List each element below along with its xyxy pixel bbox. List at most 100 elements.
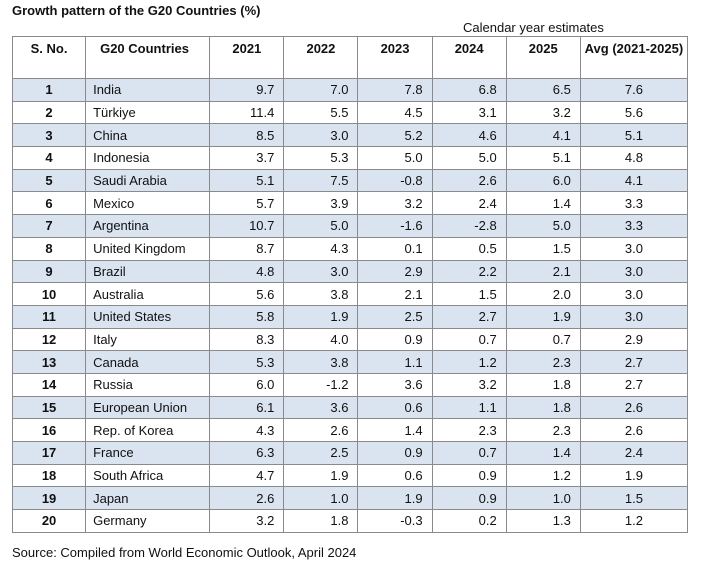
- sno-cell: 17: [11, 441, 87, 465]
- value-2022-cell: 7.0: [283, 78, 359, 102]
- average-cell: 1.9: [579, 463, 689, 488]
- sno-cell: 20: [11, 509, 87, 533]
- average-cell: 4.8: [579, 146, 689, 170]
- value-2023-cell: -0.3: [357, 509, 433, 533]
- value-2022-cell: 2.6: [283, 418, 359, 442]
- value-2023-cell: 2.5: [357, 304, 433, 329]
- header-2023: 2023: [357, 36, 433, 79]
- header-2022: 2022: [283, 36, 359, 79]
- average-cell: 3.0: [579, 304, 689, 329]
- value-2025-cell: 1.2: [505, 463, 581, 488]
- average-cell: 2.7: [579, 372, 689, 397]
- value-2025-cell: 1.8: [505, 395, 581, 420]
- table-row: 14 Russia 6.0 -1.2 3.6 3.2 1.8 2.7: [11, 372, 689, 397]
- value-2023-cell: 0.6: [357, 463, 433, 488]
- average-cell: 7.6: [579, 78, 689, 102]
- value-2025-cell: 2.1: [505, 259, 581, 284]
- average-cell: 5.6: [579, 100, 689, 125]
- value-2025-cell: 1.3: [505, 509, 581, 533]
- value-2021-cell: 9.7: [209, 78, 285, 102]
- table-row: 20 Germany 3.2 1.8 -0.3 0.2 1.3 1.2: [11, 509, 689, 533]
- value-2023-cell: 0.1: [357, 236, 433, 261]
- value-2025-cell: 1.4: [505, 441, 581, 465]
- country-cell: France: [85, 441, 211, 465]
- header-sno: S. No.: [11, 36, 87, 79]
- average-cell: 1.2: [579, 509, 689, 533]
- value-2025-cell: 1.8: [505, 372, 581, 397]
- table-row: 15 European Union 6.1 3.6 0.6 1.1 1.8 2.6: [11, 395, 689, 420]
- table-body: 1 India 9.7 7.0 7.8 6.8 6.5 7.6 2 Türkiye 11.4 5.5 4…: [11, 78, 689, 533]
- table-row: 3 China 8.5 3.0 5.2 4.6 4.1 5.1: [11, 123, 689, 148]
- sno-cell: 5: [11, 168, 87, 193]
- value-2021-cell: 10.7: [209, 214, 285, 238]
- value-2022-cell: 3.8: [283, 282, 359, 306]
- value-2023-cell: 0.9: [357, 441, 433, 465]
- value-2021-cell: 4.3: [209, 418, 285, 442]
- value-2024-cell: 0.7: [431, 441, 507, 465]
- value-2024-cell: 1.1: [431, 395, 507, 420]
- value-2024-cell: 2.7: [431, 304, 507, 329]
- sno-cell: 11: [11, 304, 87, 329]
- value-2024-cell: 5.0: [431, 146, 507, 170]
- value-2021-cell: 4.8: [209, 259, 285, 284]
- value-2021-cell: 5.1: [209, 168, 285, 193]
- value-2023-cell: 1.1: [357, 350, 433, 374]
- country-cell: Italy: [85, 327, 211, 352]
- header-row: S. No. G20 Countries 2021 2022 2023 2024…: [11, 36, 689, 79]
- country-cell: Argentina: [85, 214, 211, 238]
- value-2025-cell: 1.9: [505, 304, 581, 329]
- value-2021-cell: 5.8: [209, 304, 285, 329]
- value-2024-cell: 3.2: [431, 372, 507, 397]
- table-row: 19 Japan 2.6 1.0 1.9 0.9 1.0 1.5: [11, 486, 689, 511]
- table-title: Growth pattern of the G20 Countries (%): [12, 3, 261, 18]
- value-2025-cell: 6.0: [505, 168, 581, 193]
- value-2022-cell: 3.9: [283, 191, 359, 216]
- average-cell: 3.0: [579, 259, 689, 284]
- average-cell: 4.1: [579, 168, 689, 193]
- sno-cell: 14: [11, 372, 87, 397]
- table-row: 2 Türkiye 11.4 5.5 4.5 3.1 3.2 5.6: [11, 100, 689, 125]
- average-cell: 2.6: [579, 395, 689, 420]
- value-2023-cell: 0.6: [357, 395, 433, 420]
- sno-cell: 12: [11, 327, 87, 352]
- value-2022-cell: 7.5: [283, 168, 359, 193]
- table-row: 6 Mexico 5.7 3.9 3.2 2.4 1.4 3.3: [11, 191, 689, 216]
- value-2023-cell: 2.1: [357, 282, 433, 306]
- sno-cell: 1: [11, 78, 87, 102]
- country-cell: Australia: [85, 282, 211, 306]
- header-avg: Avg (2021-2025): [579, 36, 689, 79]
- value-2024-cell: 4.6: [431, 123, 507, 148]
- value-2024-cell: 1.5: [431, 282, 507, 306]
- value-2025-cell: 2.3: [505, 418, 581, 442]
- value-2023-cell: 5.0: [357, 146, 433, 170]
- sno-cell: 15: [11, 395, 87, 420]
- average-cell: 2.7: [579, 350, 689, 374]
- value-2021-cell: 8.7: [209, 236, 285, 261]
- header-2021: 2021: [209, 36, 285, 79]
- sno-cell: 3: [11, 123, 87, 148]
- country-cell: Japan: [85, 486, 211, 511]
- growth-table: S. No. G20 Countries 2021 2022 2023 2024…: [11, 36, 689, 533]
- value-2021-cell: 6.3: [209, 441, 285, 465]
- value-2021-cell: 4.7: [209, 463, 285, 488]
- sno-cell: 2: [11, 100, 87, 125]
- value-2024-cell: -2.8: [431, 214, 507, 238]
- value-2025-cell: 2.3: [505, 350, 581, 374]
- sno-cell: 18: [11, 463, 87, 488]
- country-cell: European Union: [85, 395, 211, 420]
- value-2025-cell: 2.0: [505, 282, 581, 306]
- header-country: G20 Countries: [85, 36, 211, 79]
- table-row: 13 Canada 5.3 3.8 1.1 1.2 2.3 2.7: [11, 350, 689, 374]
- value-2024-cell: 6.8: [431, 78, 507, 102]
- value-2022-cell: 1.8: [283, 509, 359, 533]
- value-2024-cell: 1.2: [431, 350, 507, 374]
- average-cell: 3.0: [579, 236, 689, 261]
- value-2021-cell: 3.7: [209, 146, 285, 170]
- table-row: 8 United Kingdom 8.7 4.3 0.1 0.5 1.5 3.0: [11, 236, 689, 261]
- value-2023-cell: 3.6: [357, 372, 433, 397]
- country-cell: United Kingdom: [85, 236, 211, 261]
- average-cell: 1.5: [579, 486, 689, 511]
- header-2024: 2024: [431, 36, 507, 79]
- country-cell: Saudi Arabia: [85, 168, 211, 193]
- sno-cell: 4: [11, 146, 87, 170]
